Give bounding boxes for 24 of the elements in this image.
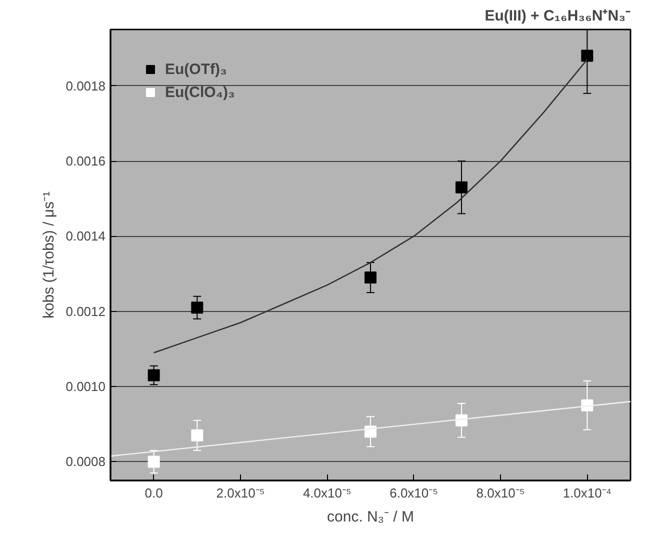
point [191, 429, 204, 442]
y-tick-label: 0.0016 [66, 154, 106, 169]
chart-title: Eu(III) + C₁₆H₃₆N⁺N₃⁻ [484, 8, 631, 24]
x-axis-title: conc. N₃⁻ / M [327, 508, 414, 526]
x-tick-label: 0.0 [144, 486, 163, 500]
x-tick-label: 8.0x10⁻⁵ [476, 486, 525, 500]
legend-label: Eu(ClO₄)₃ [165, 84, 235, 100]
y-tick-label: 0.0010 [66, 379, 106, 394]
point [191, 302, 204, 314]
x-tick-label: 4.0x10⁻⁵ [302, 486, 352, 500]
legend-label: Eu(OTf)₃ [165, 60, 227, 78]
point [456, 181, 468, 194]
point [364, 272, 376, 284]
point [148, 456, 160, 468]
y-axis-title: kobs (1/τobs) / μs⁻¹ [40, 191, 58, 319]
x-tick-label: 6.0x10⁻⁵ [390, 486, 438, 500]
point [581, 50, 594, 62]
point [148, 369, 160, 382]
y-tick-label: 0.0008 [66, 454, 106, 470]
y-tick-label: 0.0014 [66, 228, 106, 244]
x-tick-label: 2.0x10⁻⁵ [216, 486, 265, 500]
x-tick-label: 1.0x10⁻⁴ [562, 486, 612, 500]
y-tick-label: 0.0018 [66, 78, 106, 94]
y-tick-label: 0.0012 [66, 304, 106, 319]
